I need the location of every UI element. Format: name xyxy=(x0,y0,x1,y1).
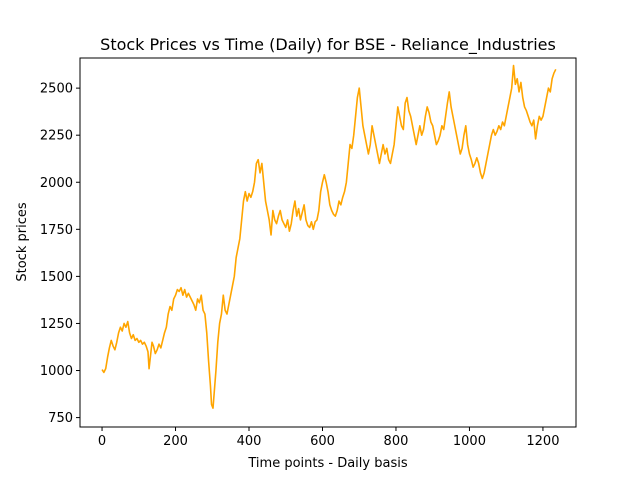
x-tick-label: 400 xyxy=(237,434,262,449)
y-tick-label: 1750 xyxy=(40,223,73,238)
chart-title: Stock Prices vs Time (Daily) for BSE - R… xyxy=(100,35,556,55)
x-tick-label: 800 xyxy=(384,434,409,449)
x-axis-title: Time points - Daily basis xyxy=(247,456,407,471)
x-tick-label: 1200 xyxy=(526,434,559,449)
y-tick-label: 2500 xyxy=(40,82,73,97)
y-axis-title: Stock prices xyxy=(15,202,30,281)
y-tick-label: 750 xyxy=(48,411,73,426)
x-axis-ticks: 0 200 400 600 800 1000 1200 xyxy=(98,427,559,449)
x-tick-label: 0 xyxy=(98,434,106,449)
series-layer xyxy=(101,64,557,409)
y-tick-label: 1250 xyxy=(40,317,73,332)
plot-frame xyxy=(79,57,577,428)
y-tick-label: 2250 xyxy=(40,129,73,144)
y-tick-label: 1000 xyxy=(40,364,73,379)
x-tick-label: 200 xyxy=(163,434,188,449)
y-axis-ticks: 750 1000 1250 1500 1750 2000 2250 2500 xyxy=(40,82,80,426)
x-tick-label: 600 xyxy=(310,434,335,449)
y-tick-label: 1500 xyxy=(40,270,73,285)
y-tick-label: 2000 xyxy=(40,176,73,191)
x-tick-label: 1000 xyxy=(453,434,486,449)
series-line-0 xyxy=(101,64,557,409)
